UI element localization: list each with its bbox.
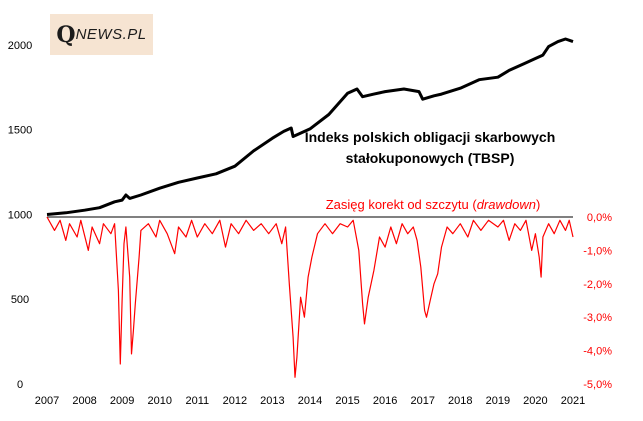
x-tick-label: 2009 <box>110 395 134 407</box>
x-tick-label: 2021 <box>561 395 585 407</box>
logo-text: NEWS.PL <box>75 26 147 43</box>
y-right-tick-label: -5,0% <box>583 379 612 391</box>
chart-title-line-1: Indeks polskich obligacji skarbowych <box>305 129 556 145</box>
x-tick-label: 2007 <box>35 395 59 407</box>
x-tick-label: 2014 <box>298 395 322 407</box>
drawdown-title-close: ) <box>536 197 540 212</box>
x-tick-label: 2008 <box>72 395 96 407</box>
logo-q: Q <box>56 21 76 48</box>
y-right-tick-label: -1,0% <box>583 245 612 257</box>
drawdown-title-text: Zasięg korekt od szczytu <box>326 197 469 212</box>
y-right-tick-label: -4,0% <box>583 346 612 358</box>
y-right-tick-label: -3,0% <box>583 312 612 324</box>
qnews-logo: Q NEWS.PL <box>50 14 153 55</box>
x-tick-label: 2020 <box>523 395 547 407</box>
axis-labels: 2007 2008 2009 2010 2011 2012 2013 2014 2015 2016… <box>8 40 612 407</box>
x-tick-label: 2018 <box>448 395 472 407</box>
y-left-tick-label: 1000 <box>8 209 32 221</box>
y-left-tick-label: 500 <box>11 294 29 306</box>
y-left-tick-label: 2000 <box>8 40 32 52</box>
drawdown-title: Zasięg korekt od szczytu (drawdown) <box>326 197 541 212</box>
x-tick-label: 2010 <box>147 395 171 407</box>
series-line-drawdown <box>46 216 574 378</box>
y-left-tick-label: 0 <box>17 379 23 391</box>
x-tick-label: 2013 <box>260 395 284 407</box>
series-line-tbsp-index <box>46 37 574 216</box>
x-tick-label: 2019 <box>486 395 510 407</box>
x-tick-label: 2017 <box>410 395 434 407</box>
x-tick-label: 2011 <box>185 395 209 407</box>
x-tick-label: 2015 <box>335 395 359 407</box>
drawdown-title-italic: drawdown <box>477 197 536 212</box>
x-tick-label: 2016 <box>373 395 397 407</box>
chart-title-line-2: stałokuponowych (TBSP) <box>346 150 515 166</box>
y-right-tick-label: 0,0% <box>587 212 612 224</box>
y-left-tick-label: 1500 <box>8 125 32 137</box>
x-tick-label: 2012 <box>223 395 247 407</box>
drawdown-title-open: ( <box>469 197 478 212</box>
y-right-tick-label: -2,0% <box>583 279 612 291</box>
plot-lines <box>46 37 574 378</box>
